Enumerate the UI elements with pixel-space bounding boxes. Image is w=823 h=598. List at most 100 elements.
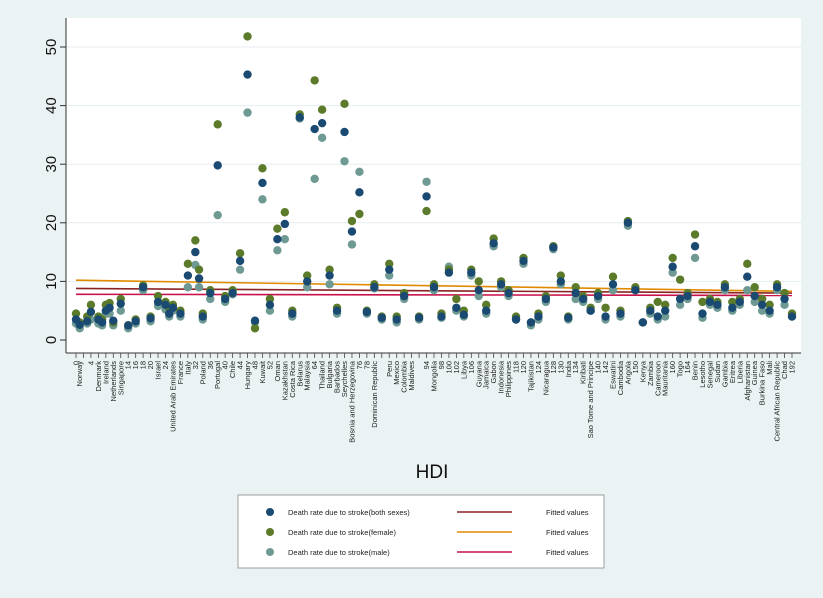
data-point (608, 280, 618, 289)
x-tick-label: Denmark (94, 361, 103, 392)
data-point (534, 312, 543, 321)
data-point (661, 312, 670, 321)
data-point (683, 291, 692, 301)
data-point (243, 70, 252, 79)
data-point (153, 291, 163, 301)
data-points (71, 32, 797, 333)
data-point (474, 277, 483, 286)
data-point (370, 283, 379, 292)
x-tick-label: 40 (221, 361, 230, 369)
legend-label: Death rate due to stroke(both sexes) (288, 508, 410, 517)
data-point (355, 188, 364, 197)
data-point (720, 283, 730, 292)
data-point (519, 256, 528, 266)
data-point (608, 272, 618, 281)
data-point (496, 280, 506, 289)
data-point (705, 297, 715, 307)
x-tick-label: 0 (72, 361, 81, 365)
data-point (392, 315, 401, 324)
data-point (303, 283, 312, 292)
data-point (668, 253, 677, 263)
x-tick-label: Thailand (318, 361, 327, 390)
data-point (332, 306, 342, 315)
data-point (183, 271, 193, 280)
y-tick-label: 30 (43, 156, 60, 173)
data-point (571, 294, 580, 304)
data-point (176, 309, 185, 318)
legend-label: Fitted values (546, 508, 589, 517)
data-point (757, 300, 767, 310)
data-point (728, 303, 737, 312)
data-point (250, 324, 260, 333)
data-point (265, 300, 275, 310)
data-point (422, 192, 431, 201)
fitted-line (75, 293, 793, 297)
data-point (235, 256, 245, 266)
data-point (288, 309, 297, 318)
data-point (310, 174, 319, 184)
x-tick-label: Togo (676, 361, 685, 377)
data-point (668, 268, 677, 277)
x-tick-label: Kenya (638, 360, 647, 382)
x-tick-label: Singapore (116, 361, 125, 395)
x-tick-label: Bulgaria (325, 360, 334, 388)
data-point (273, 246, 282, 255)
x-tick-label: Belarus (295, 361, 304, 387)
x-tick-label: 164 (683, 361, 692, 374)
x-tick-label: 76 (355, 361, 364, 369)
data-point (355, 209, 364, 219)
data-point (131, 317, 140, 326)
x-axis-label: HDI (416, 462, 449, 483)
data-point (280, 208, 290, 217)
data-point (317, 105, 327, 114)
x-tick-label: Eritrea (728, 360, 737, 383)
data-point (489, 239, 498, 248)
data-point (168, 303, 178, 312)
data-point (601, 303, 610, 312)
legend-items: Death rate due to stroke(both sexes) Fitt… (266, 508, 589, 557)
data-point (571, 283, 580, 292)
x-tick-label: 118 (512, 361, 521, 373)
data-point (429, 283, 439, 292)
data-point (303, 277, 312, 286)
data-point (362, 307, 372, 317)
data-point (206, 288, 215, 298)
data-point (713, 300, 722, 310)
data-point (325, 271, 334, 280)
x-tick-label: Costa Rica (288, 360, 297, 398)
data-point (690, 230, 700, 239)
data-point (765, 306, 774, 315)
x-tick-label: 20 (146, 361, 155, 369)
data-point (482, 300, 491, 310)
data-point (690, 242, 700, 251)
data-point (452, 303, 461, 312)
x-tick-label: Benin (691, 361, 700, 380)
x-tick-label: Tajikistan (526, 361, 535, 392)
data-point (235, 249, 245, 258)
data-point (220, 294, 230, 304)
x-tick-label: 128 (549, 361, 558, 374)
data-point (690, 253, 700, 263)
data-point (75, 320, 84, 329)
data-point (526, 318, 536, 327)
data-point (109, 316, 118, 325)
data-point (743, 259, 752, 269)
data-point (191, 236, 200, 245)
data-point (631, 285, 640, 295)
x-tick-label: Zambia (646, 360, 655, 386)
x-tick-label: Colombia (400, 360, 409, 393)
data-point (661, 300, 670, 310)
x-tick-label: Maldives (407, 361, 416, 391)
x-tick-label: Poland (198, 361, 207, 384)
legend-marker (266, 528, 274, 536)
data-point (194, 265, 204, 274)
x-tick-label: Portugal (213, 361, 222, 389)
x-tick-label: Guyana (474, 360, 483, 387)
x-tick-label: Angola (623, 360, 632, 384)
x-tick-label: 4 (86, 361, 95, 365)
x-tick-label: 124 (534, 361, 543, 374)
x-tick-label: Chad (780, 361, 789, 379)
x-tick-label: 130 (556, 361, 565, 374)
